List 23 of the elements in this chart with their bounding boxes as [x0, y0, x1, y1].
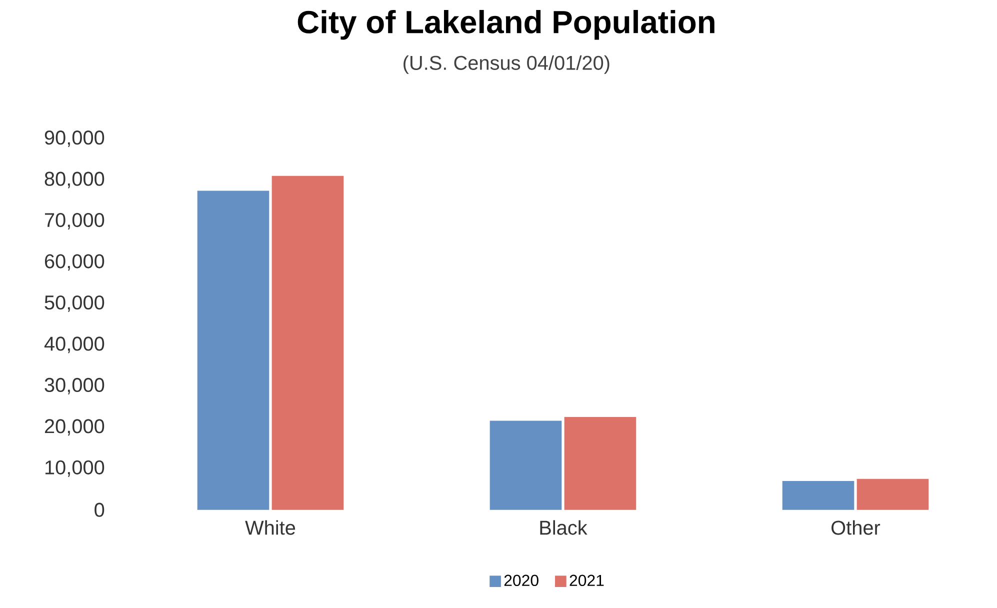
y-tick-label: 50,000 — [44, 295, 104, 312]
chart-subtitle: (U.S. Census 04/01/20) — [404, 55, 610, 74]
y-tick-label: 90,000 — [44, 130, 104, 147]
chart-title: City of Lakeland Population — [298, 10, 714, 40]
bar — [856, 478, 929, 510]
y-tick-label: 30,000 — [44, 378, 104, 394]
x-tick-label: Other — [832, 520, 880, 535]
bar — [490, 420, 562, 510]
y-tick-label: 80,000 — [44, 172, 104, 188]
y-tick-label: 20,000 — [44, 419, 104, 436]
x-tick-label: White — [245, 520, 296, 535]
x-tick-label: Black — [540, 520, 588, 535]
bar — [782, 480, 854, 510]
y-tick-label: 60,000 — [44, 254, 104, 271]
y-tick-label: 10,000 — [45, 460, 104, 477]
bar — [272, 176, 344, 510]
y-tick-label: 0 — [94, 502, 104, 517]
legend-label: 2021 — [570, 574, 604, 586]
bar — [197, 190, 270, 510]
legend-label: 2020 — [504, 574, 538, 586]
bar — [564, 417, 636, 510]
y-tick-label: 70,000 — [44, 212, 104, 230]
y-tick-label: 40,000 — [44, 336, 104, 354]
